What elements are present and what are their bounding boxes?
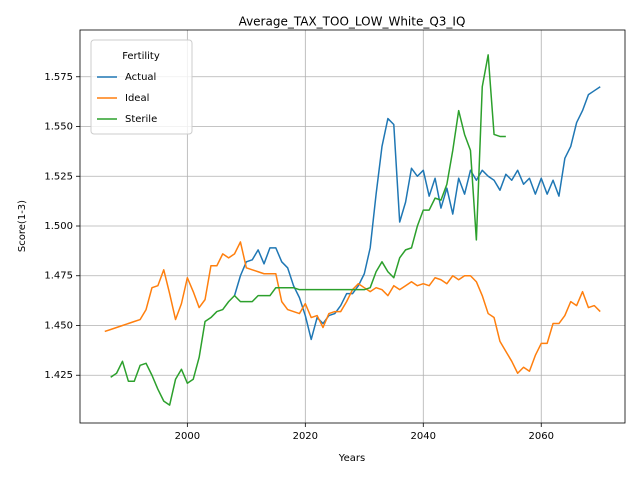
y-tick-label: 1.425 <box>44 370 73 381</box>
x-tick-label: 2060 <box>529 431 554 442</box>
y-axis-label: Score(1-3) <box>17 200 28 252</box>
legend-box <box>90 39 193 135</box>
y-tick-label: 1.500 <box>44 221 73 232</box>
y-tick-label: 1.525 <box>44 171 73 182</box>
series-line <box>104 241 601 374</box>
x-tick-label: 2020 <box>293 431 318 442</box>
chart-title: Average_TAX_TOO_LOW_White_Q3_IQ <box>239 15 466 29</box>
y-tick-label: 1.475 <box>44 271 73 282</box>
x-axis-label: Years <box>338 453 365 464</box>
x-tick-label: 2040 <box>411 431 436 442</box>
lines <box>104 54 601 406</box>
y-tick-label: 1.550 <box>44 122 73 133</box>
series-line <box>233 86 601 341</box>
y-tick-label: 1.450 <box>44 320 73 331</box>
legend-title: Fertility <box>122 51 160 62</box>
y-tick-label: 1.575 <box>44 72 73 83</box>
legend: Fertility Actual Ideal Sterile <box>90 39 193 135</box>
legend-label: Ideal <box>125 93 149 104</box>
legend-label: Actual <box>125 72 156 83</box>
plot-frame <box>79 29 626 424</box>
x-tick-label: 2000 <box>175 431 200 442</box>
legend-label: Sterile <box>125 114 157 125</box>
series-line <box>110 54 506 406</box>
